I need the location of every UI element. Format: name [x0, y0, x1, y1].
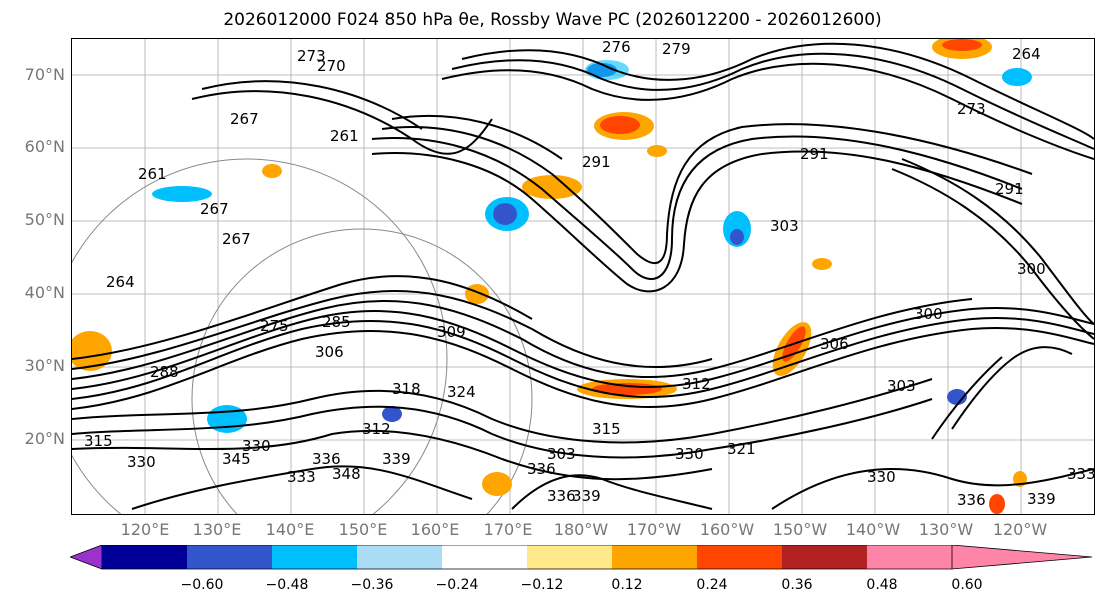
colorbar-tick: −0.36 [350, 577, 394, 593]
contour-label: 348 [332, 465, 361, 483]
colorbar-segment [102, 545, 187, 569]
contour-label: 318 [392, 380, 421, 398]
lat-label-70n: 70°N [24, 65, 65, 84]
colorbar-tick: 0.36 [781, 577, 813, 593]
lon-label: 160°E [410, 520, 460, 539]
colorbar-segment [782, 545, 867, 569]
contour-label: 291 [582, 153, 611, 171]
colorbar-tick: 0.48 [866, 577, 898, 593]
contour-label: 291 [800, 145, 829, 163]
contour-label: 303 [887, 377, 916, 395]
contour-label: 309 [437, 323, 466, 341]
lon-label: 120°W [992, 520, 1048, 539]
colorbar-segment [70, 545, 103, 570]
colorbar-segment [187, 545, 272, 569]
colorbar-segment [612, 545, 697, 569]
lon-label: 180°W [553, 520, 609, 539]
map-title: 2026012000 F024 850 hPa θe, Rossby Wave … [223, 10, 882, 30]
contour-label: 330 [867, 468, 896, 486]
colorbar-segment [697, 545, 782, 569]
lon-label: 150°W [772, 520, 828, 539]
colorbar-tick: 0.12 [611, 577, 643, 593]
contour-label: 273 [957, 100, 986, 118]
lon-label: 160°W [699, 520, 755, 539]
contour-label: 336 [547, 487, 576, 505]
contour-label: 312 [362, 420, 391, 438]
contour-label: 336 [957, 491, 986, 509]
contour-label: 276 [602, 39, 631, 56]
lon-label: 120°E [120, 520, 170, 539]
contour-label: 291 [995, 180, 1024, 198]
contour-label: 321 [727, 440, 756, 458]
colorbar-segment [442, 545, 527, 569]
contour-label: 267 [230, 110, 259, 128]
theta-e-contours [72, 42, 1094, 510]
contour-label: 261 [330, 127, 359, 145]
contour-label: 279 [662, 40, 691, 58]
contour-label: 275 [260, 317, 289, 335]
contour-label: 303 [770, 217, 799, 235]
contour-label: 315 [84, 432, 113, 450]
lat-label-50n: 50°N [24, 210, 65, 229]
contour-label: 336 [312, 450, 341, 468]
lat-label-30n: 30°N [24, 356, 65, 375]
lat-label-40n: 40°N [24, 283, 65, 302]
contour-label: 312 [682, 375, 711, 393]
contour-label: 330 [242, 437, 271, 455]
contour-label: 303 [547, 445, 576, 463]
contour-label: 306 [315, 343, 344, 361]
contour-label: 345 [222, 450, 251, 468]
lon-label: 130°E [192, 520, 242, 539]
colorbar-tick: 0.60 [951, 577, 983, 593]
contour-label: 339 [1027, 490, 1056, 508]
colorbar [70, 545, 1093, 570]
contour-label: 267 [200, 200, 229, 218]
colorbar-tick: −0.60 [180, 577, 224, 593]
colorbar-tick: −0.12 [520, 577, 564, 593]
contour-label: 330 [675, 445, 704, 463]
contour-labels: 273 270 276 279 264 267 261 291 273 291 … [84, 39, 1094, 509]
contour-label: 288 [150, 363, 179, 381]
lon-label: 140°E [265, 520, 315, 539]
contour-label: 339 [382, 450, 411, 468]
contour-label: 330 [127, 453, 156, 471]
lon-label: 170°E [483, 520, 533, 539]
contour-label: 324 [447, 383, 476, 401]
contour-label: 264 [1012, 45, 1041, 63]
contour-label: 261 [138, 165, 167, 183]
contour-label: 264 [106, 273, 135, 291]
contour-label: 285 [322, 313, 351, 331]
contour-label: 273 [297, 47, 326, 65]
colorbar-tick: 0.24 [696, 577, 728, 593]
contour-label: 300 [1017, 260, 1046, 278]
contour-label: 333 [1067, 465, 1094, 483]
map-panel: 273 270 276 279 264 267 261 291 273 291 … [71, 38, 1095, 515]
colorbar-segment [867, 545, 952, 569]
lat-label-20n: 20°N [24, 429, 65, 448]
contour-label: 267 [222, 230, 251, 248]
contour-label: 339 [572, 487, 601, 505]
colorbar-tick: −0.24 [435, 577, 479, 593]
anomaly-shading [72, 39, 1032, 514]
contour-label: 315 [592, 420, 621, 438]
lat-label-60n: 60°N [24, 137, 65, 156]
colorbar-segment [272, 545, 357, 569]
colorbar-segment [357, 545, 442, 569]
theta-e-map: 273 270 276 279 264 267 261 291 273 291 … [72, 39, 1094, 514]
colorbar-segment [527, 545, 612, 569]
colorbar-tick: −0.48 [265, 577, 309, 593]
graticule [72, 39, 1094, 514]
lon-label: 150°E [338, 520, 388, 539]
lon-label: 130°W [918, 520, 974, 539]
colorbar-segment [951, 545, 1093, 570]
lon-label: 170°W [626, 520, 682, 539]
contour-label: 336 [527, 460, 556, 478]
contour-label: 333 [287, 468, 316, 486]
lon-label: 140°W [845, 520, 901, 539]
contour-label: 270 [317, 57, 346, 75]
range-rings [72, 158, 533, 514]
contour-label: 306 [820, 335, 849, 353]
contour-label: 300 [914, 305, 943, 323]
